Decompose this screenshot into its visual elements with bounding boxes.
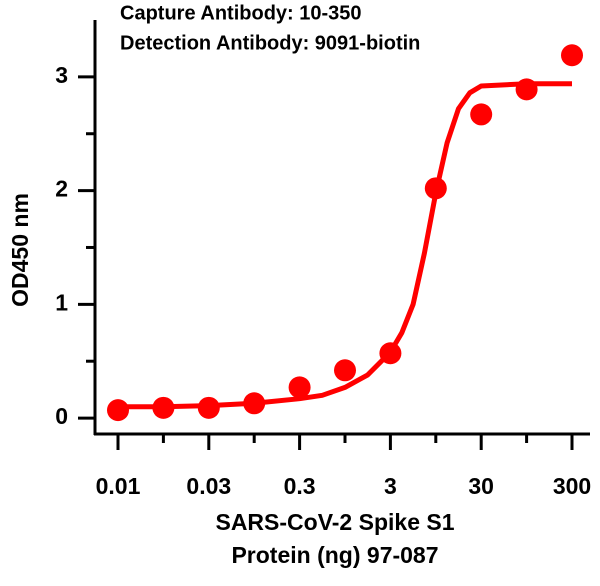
data-point (288, 376, 311, 399)
x-tick-label: 30 (468, 473, 494, 499)
x-axis-label: Protein (ng) 97-087 (231, 542, 438, 568)
fit-curve (118, 81, 572, 410)
chart-title: Detection Antibody: 9091-biotin (120, 32, 420, 54)
data-point (470, 103, 493, 126)
x-tick-label: 0.01 (96, 473, 141, 499)
chart-title: Capture Antibody: 10-350 (120, 2, 362, 24)
data-point (424, 177, 447, 200)
x-tick-label: 0.03 (186, 473, 231, 499)
x-tick-label: 300 (553, 473, 591, 499)
y-tick-label: 0 (55, 403, 68, 429)
y-tick-label: 3 (55, 62, 68, 88)
data-point (334, 359, 356, 382)
data-point (197, 396, 220, 419)
data-point (107, 399, 129, 422)
x-tick-label: 0.3 (284, 473, 316, 499)
x-tick-label: 3 (384, 473, 397, 499)
data-point (561, 44, 583, 67)
data-point (152, 396, 175, 419)
y-tick-label: 2 (55, 176, 68, 202)
data-point (379, 342, 402, 365)
data-point (243, 392, 266, 415)
y-axis-label: OD450 nm (7, 193, 33, 307)
data-point (515, 78, 538, 101)
y-tick-label: 1 (55, 289, 68, 315)
x-axis-label: SARS-CoV-2 Spike S1 (215, 509, 454, 535)
